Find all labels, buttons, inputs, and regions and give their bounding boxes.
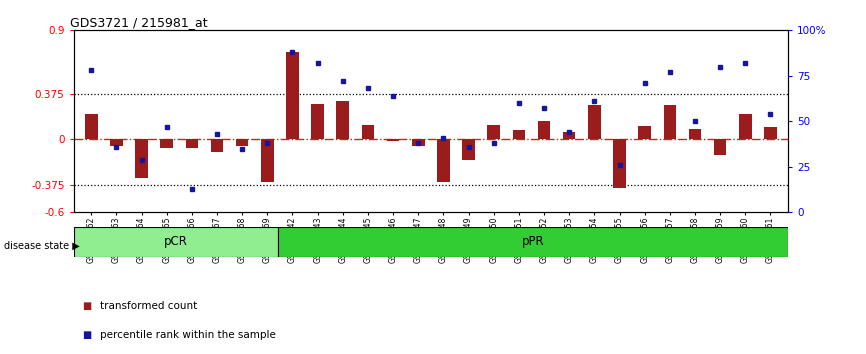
- Bar: [638, 126, 651, 139]
- Text: percentile rank within the sample: percentile rank within the sample: [100, 330, 275, 339]
- Bar: [513, 130, 525, 139]
- Bar: [588, 105, 601, 139]
- Text: pPR: pPR: [521, 235, 544, 248]
- Bar: [312, 104, 324, 139]
- Bar: [412, 139, 424, 145]
- Text: ■: ■: [82, 301, 92, 311]
- Text: transformed count: transformed count: [100, 301, 197, 311]
- Bar: [210, 139, 223, 152]
- Bar: [613, 139, 626, 188]
- Bar: [387, 139, 399, 141]
- Bar: [286, 52, 299, 139]
- Bar: [688, 129, 701, 139]
- Bar: [185, 139, 198, 148]
- Bar: [236, 139, 249, 145]
- Bar: [714, 139, 727, 155]
- Bar: [538, 121, 550, 139]
- Text: GDS3721 / 215981_at: GDS3721 / 215981_at: [70, 16, 208, 29]
- Bar: [261, 139, 274, 182]
- Text: pCR: pCR: [164, 235, 188, 248]
- Bar: [135, 139, 148, 178]
- Bar: [488, 125, 500, 139]
- Bar: [74, 227, 278, 257]
- Bar: [437, 139, 449, 182]
- Text: ■: ■: [82, 330, 92, 339]
- Bar: [337, 101, 349, 139]
- Bar: [85, 114, 98, 139]
- Bar: [462, 139, 475, 160]
- Bar: [563, 132, 576, 139]
- Bar: [160, 139, 173, 148]
- Bar: [663, 105, 676, 139]
- Bar: [278, 227, 788, 257]
- Bar: [110, 139, 123, 145]
- Text: disease state ▶: disease state ▶: [4, 241, 80, 251]
- Bar: [739, 114, 752, 139]
- Bar: [362, 125, 374, 139]
- Bar: [764, 127, 777, 139]
